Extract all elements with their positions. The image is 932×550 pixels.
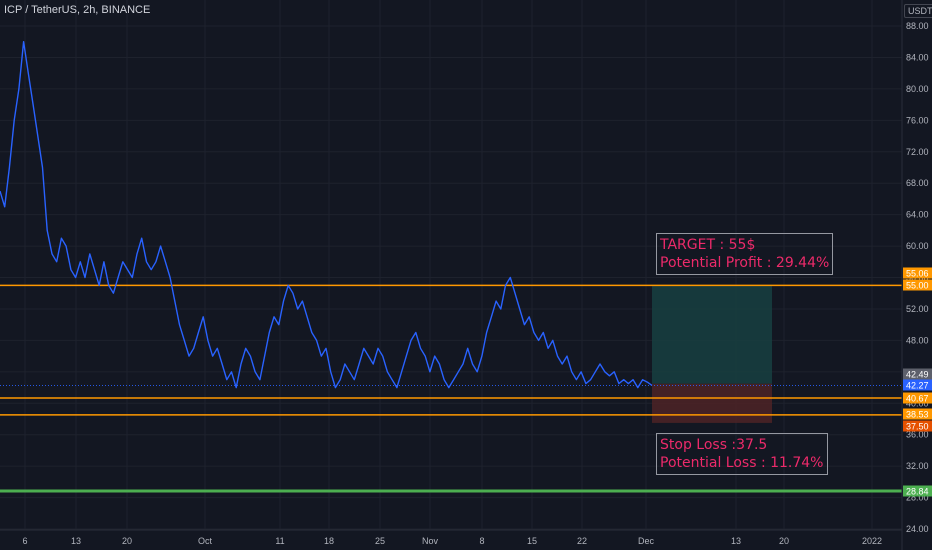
profit-zone xyxy=(652,285,772,384)
target-annotation[interactable]: TARGET : 55$ Potential Profit : 29.44% xyxy=(656,233,834,275)
stop-line-1: Stop Loss :37.5 xyxy=(660,437,768,453)
x-tick-label: 20 xyxy=(122,536,132,546)
level-tag-label: 38.53 xyxy=(906,410,929,420)
level-tag-label: 40.67 xyxy=(906,394,929,404)
level-tag xyxy=(903,408,932,420)
y-tick-label: 52.00 xyxy=(906,304,929,314)
time-axis: 6 13 20 Oct 11 18 25 Nov 8 15 22 Dec 13 20 2022 xyxy=(0,529,902,546)
x-tick-label: 13 xyxy=(731,536,741,546)
x-tick-label: 11 xyxy=(275,536,284,546)
level-tag xyxy=(903,267,932,279)
symbol-title: ICP / TetherUS, 2h, BINANCE xyxy=(4,4,151,16)
level-tag xyxy=(903,368,932,380)
level-tag xyxy=(903,379,932,391)
y-tick-label: 48.00 xyxy=(906,335,929,345)
loss-zone xyxy=(652,383,772,423)
level-tag xyxy=(903,485,932,497)
y-tick-label: 88.00 xyxy=(906,21,929,31)
position-zones xyxy=(652,285,772,423)
stop-annotation[interactable]: Stop Loss :37.5 Potential Loss : 11.74% xyxy=(656,433,828,475)
level-tag xyxy=(903,392,932,404)
x-tick-label: 13 xyxy=(71,536,81,546)
x-tick-label: Oct xyxy=(198,536,213,546)
currency-badge[interactable]: USDT xyxy=(904,4,932,18)
x-tick-label: 20 xyxy=(779,536,789,546)
x-tick-label: 25 xyxy=(375,536,385,546)
x-tick-label: 8 xyxy=(479,536,484,546)
level-tag xyxy=(903,420,932,432)
y-tick-label: 64.00 xyxy=(906,210,929,220)
price-line xyxy=(0,41,653,389)
y-tick-label: 72.00 xyxy=(906,147,929,157)
x-tick-label: Dec xyxy=(638,536,655,546)
x-tick-label: 2022 xyxy=(862,536,882,546)
y-tick-label: 68.00 xyxy=(906,178,929,188)
target-line-2: Potential Profit : 29.44% xyxy=(660,255,830,271)
x-tick-label: 6 xyxy=(22,536,27,546)
stop-line-2: Potential Loss : 11.74% xyxy=(660,455,824,471)
level-tag xyxy=(903,279,932,291)
x-tick-label: 22 xyxy=(577,536,587,546)
level-tag-label: 42.49 xyxy=(906,370,929,380)
y-tick-label: 32.00 xyxy=(906,461,929,471)
level-tag-label: 55.00 xyxy=(906,281,929,291)
level-tag-label: 37.50 xyxy=(906,422,929,432)
y-tick-label: 80.00 xyxy=(906,84,929,94)
target-line-1: TARGET : 55$ xyxy=(660,237,756,253)
x-tick-label: 18 xyxy=(324,536,334,546)
y-tick-label: 24.00 xyxy=(906,524,929,534)
y-tick-label: 76.00 xyxy=(906,115,929,125)
y-tick-label: 36.00 xyxy=(906,430,929,440)
x-tick-label: Nov xyxy=(422,536,439,546)
price-series xyxy=(0,41,653,389)
chart-grid xyxy=(0,0,902,530)
horizontal-levels xyxy=(0,284,902,493)
x-tick-label: 15 xyxy=(527,536,537,546)
level-tag-label: 28.84 xyxy=(906,487,929,497)
level-tag-label: 55.06 xyxy=(906,269,929,279)
level-tag-label: 42.27 xyxy=(906,381,929,391)
y-tick-label: 84.00 xyxy=(906,52,929,62)
y-tick-label: 28.00 xyxy=(906,493,929,503)
y-tick-label: 60.00 xyxy=(906,241,929,251)
